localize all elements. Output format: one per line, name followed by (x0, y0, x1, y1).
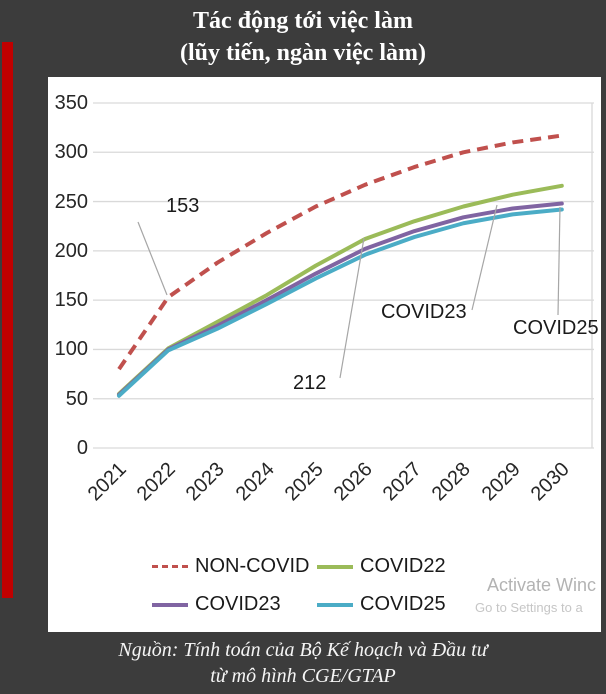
legend-item-covid23: COVID23 (152, 593, 281, 616)
legend-label: COVID22 (360, 555, 446, 577)
source-note-line1: Nguồn: Tính toán của Bộ Kế hoạch và Đầu … (118, 639, 488, 661)
annotation-leader-line (339, 237, 365, 379)
annotation-leader-line (471, 204, 498, 311)
annotation-covid23: COVID23 (381, 301, 467, 323)
legend-swatch-covid23 (152, 602, 188, 607)
legend-item-covid22: COVID22 (317, 555, 446, 578)
y-axis-tick-label: 200 (54, 239, 88, 262)
legend-label: COVID25 (360, 593, 446, 615)
activate-windows-watermark-subtext: Go to Settings to a (475, 600, 583, 615)
annotation-leader-line (137, 221, 168, 296)
activate-windows-watermark: Activate Winc (487, 575, 597, 595)
source-note-line2: từ mô hình CGE/GTAP (210, 665, 396, 687)
legend-item-covid25: COVID25 (317, 593, 446, 616)
annotation-212: 212 (293, 372, 327, 394)
series-line-covid25 (117, 207, 564, 398)
source-note: Nguồn: Tính toán của Bộ Kế hoạch và Đầu … (0, 637, 606, 689)
legend-swatch-covid22 (317, 564, 353, 569)
legend-swatch-covid25 (317, 602, 353, 607)
chart-title-line1: Tác động tới việc làm (193, 8, 413, 34)
y-axis-tick-label: 0 (76, 437, 88, 459)
series-line-covid22 (117, 183, 564, 396)
red-accent-bar (2, 42, 13, 598)
annotation-covid25: COVID25 (513, 317, 599, 339)
y-axis-tick-label: 250 (54, 190, 88, 213)
legend-item-non-covid: NON-COVID (152, 555, 309, 578)
series-line-non-covid (117, 133, 563, 371)
chart-panel: 0 50 100 150 200 250 300 350 2021 2022 2023 2024 202… (48, 77, 601, 632)
y-axis-tick-label: 350 (54, 92, 88, 114)
legend-swatch-non-covid (152, 565, 188, 568)
annotation-leader-line (557, 206, 561, 316)
legend-label: NON-COVID (195, 555, 310, 577)
y-axis-tick-label: 100 (54, 338, 88, 361)
y-axis-tick-label: 50 (65, 387, 88, 410)
y-axis-tick-label: 300 (54, 141, 88, 164)
legend-label: COVID23 (195, 593, 281, 615)
series-line-covid23 (117, 201, 564, 397)
annotation-153: 153 (166, 195, 200, 217)
chart-title: Tác động tới việc làm (lũy tiến, ngàn vi… (0, 5, 606, 69)
chart-title-line2: (lũy tiến, ngàn việc làm) (180, 40, 426, 66)
y-axis-tick-label: 150 (54, 289, 88, 312)
line-chart (93, 102, 594, 449)
